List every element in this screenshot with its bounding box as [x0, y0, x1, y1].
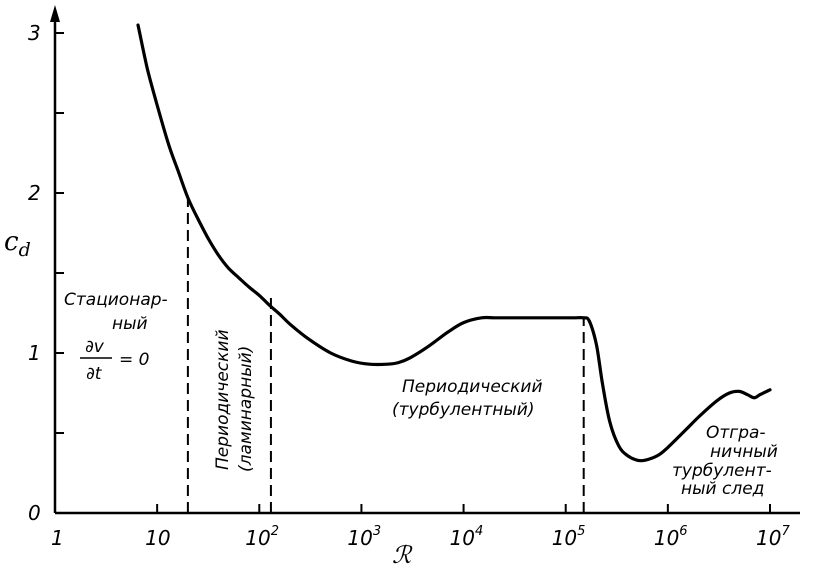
svg-text:ный: ный [112, 314, 148, 334]
svg-text:ничный: ничный [710, 442, 778, 462]
y-tick-label: 0 [28, 501, 41, 525]
x-tick-label: 105 [552, 524, 586, 550]
y-tick-label: 3 [28, 21, 41, 45]
drag-curve [136, 23, 772, 463]
x-tick-label: 104 [450, 524, 484, 550]
x-tick-label: 107 [756, 524, 790, 550]
x-tick-label: 106 [654, 524, 688, 550]
x-tick-label: 1 [51, 526, 64, 550]
annotation-periodic-laminar: Периодический (ламинарный) [213, 330, 256, 473]
svg-text:ный след: ный след [681, 479, 764, 499]
x-axis-label: ℛ [392, 541, 413, 569]
x-tick-label: 102 [245, 524, 279, 550]
svg-text:= 0: = 0 [119, 350, 149, 370]
svg-text:(ламинарный): (ламинарный) [236, 346, 256, 472]
annotation-steady: Стационар- ный ∂v ∂t = 0 [64, 290, 168, 384]
svg-text:Стационар-: Стационар- [64, 290, 168, 310]
y-tick-labels: 0 1 2 3 [28, 21, 41, 525]
svg-text:турбулент-: турбулент- [672, 461, 772, 481]
x-tick-label: 103 [347, 524, 381, 550]
svg-text:(турбулентный): (турбулентный) [392, 400, 535, 420]
y-axis-label: cd [4, 227, 31, 261]
svg-text:∂t: ∂t [86, 364, 103, 384]
annotation-periodic-turbulent: Периодический (турбулентный) [392, 377, 543, 420]
regime-dividers [186, 197, 585, 513]
svg-text:∂v: ∂v [85, 337, 105, 357]
y-tick-label: 2 [28, 181, 41, 205]
x-tick-labels: 1 10 102 103 104 105 106 107 [51, 524, 790, 550]
annotation-turbulent-wake: Отгра- ничный турбулент- ный след [672, 423, 778, 499]
y-tick-label: 1 [28, 341, 41, 365]
x-tick-label: 10 [145, 526, 170, 550]
axis-ticks [54, 32, 771, 513]
y-axis-arrow-icon [50, 5, 60, 22]
svg-text:Отгра-: Отгра- [706, 423, 766, 443]
svg-text:Периодический: Периодический [402, 377, 543, 397]
svg-text:Периодический: Периодический [213, 330, 233, 471]
